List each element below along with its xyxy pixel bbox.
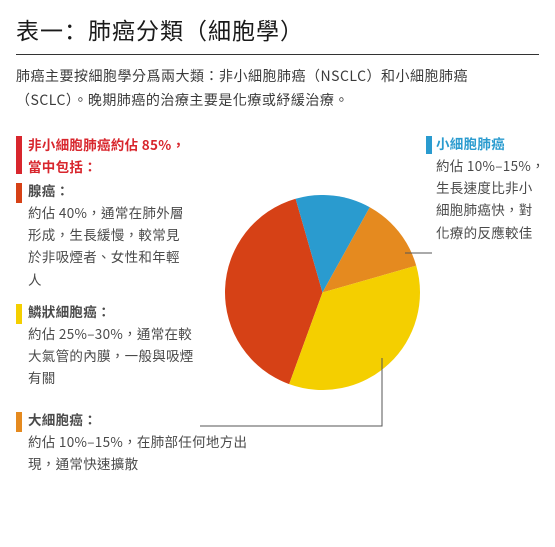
- label-adeno: 腺癌： 約佔 40%，通常在肺外層形成，生長緩慢，較常見於非吸煙者、女性和年輕人: [28, 179, 188, 290]
- label-squamous-head: 鱗狀細胞癌：: [28, 300, 203, 322]
- bullet-squamous: [16, 304, 22, 324]
- label-nsclc: 非小細胞肺癌約佔 85%， 當中包括：: [28, 133, 238, 178]
- label-squamous-body: 約佔 25%–30%，通常在較大氣管的內膜，一般與吸煙有關: [28, 323, 194, 388]
- label-adeno-body: 約佔 40%，通常在肺外層形成，生長緩慢，較常見於非吸煙者、女性和年輕人: [28, 202, 184, 289]
- chart-subtitle: 肺癌主要按細胞學分爲兩大類：非小細胞肺癌（NSCLC）和小細胞肺癌（SCLC）。…: [0, 65, 555, 113]
- bullet-sclc: [426, 136, 432, 154]
- label-adeno-head: 腺癌：: [28, 179, 188, 201]
- label-sclc-body: 約佔 10%–15%，生長速度比非小細胞肺癌快，對化療的反應較佳: [436, 155, 545, 242]
- label-nsclc-head: 非小細胞肺癌約佔 85%， 當中包括：: [28, 133, 238, 178]
- label-sclc: 小細胞肺癌 約佔 10%–15%，生長速度比非小細胞肺癌快，對化療的反應較佳: [436, 132, 546, 243]
- bullet-adeno: [16, 183, 22, 203]
- label-largecell: 大細胞癌： 約佔 10%–15%，在肺部任何地方出現，通常快速擴散: [28, 408, 248, 475]
- bullet-largecell: [16, 412, 22, 432]
- chart-title: 表一：肺癌分類（細胞學）: [0, 0, 555, 54]
- label-sclc-head: 小細胞肺癌: [436, 132, 546, 154]
- label-largecell-head: 大細胞癌：: [28, 408, 248, 430]
- label-squamous: 鱗狀細胞癌： 約佔 25%–30%，通常在較大氣管的內膜，一般與吸煙有關: [28, 300, 203, 389]
- bullet-nsclc: [16, 136, 22, 174]
- chart-content: 非小細胞肺癌約佔 85%， 當中包括： 腺癌： 約佔 40%，通常在肺外層形成，…: [0, 113, 555, 543]
- label-largecell-body: 約佔 10%–15%，在肺部任何地方出現，通常快速擴散: [28, 431, 247, 473]
- title-divider: [16, 54, 539, 55]
